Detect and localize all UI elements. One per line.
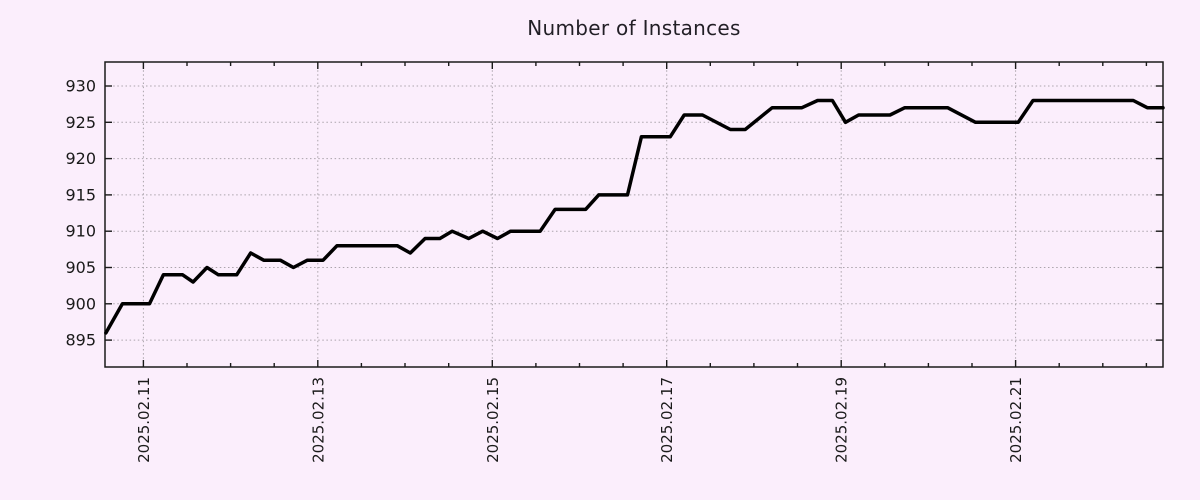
x-tick-label: 2025.02.15 — [484, 377, 502, 463]
x-tick-label: 2025.02.13 — [309, 377, 327, 463]
y-tick-label: 900 — [65, 294, 96, 313]
x-tick-label: 2025.02.11 — [135, 377, 153, 463]
y-tick-label: 915 — [65, 185, 96, 204]
chart-title: Number of Instances — [527, 16, 741, 40]
x-tick-label: 2025.02.17 — [658, 377, 676, 463]
y-tick-label: 930 — [65, 77, 96, 96]
y-tick-label: 925 — [65, 113, 96, 132]
data-line — [104, 98, 1165, 335]
y-tick-label: 895 — [65, 331, 96, 350]
plot-frame — [104, 61, 1164, 368]
y-tick-label: 920 — [65, 149, 96, 168]
x-tick-label: 2025.02.21 — [1007, 377, 1025, 463]
x-tick-label: 2025.02.19 — [833, 377, 851, 463]
y-tick-label: 910 — [65, 222, 96, 241]
y-tick-label: 905 — [65, 258, 96, 277]
